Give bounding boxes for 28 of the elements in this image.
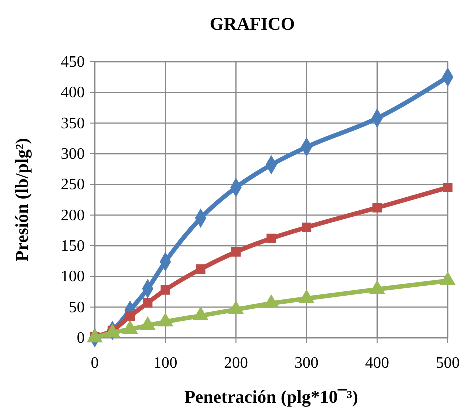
- y-axis-title: Presión (lb/plg²): [12, 138, 32, 262]
- x-tick-label: 0: [91, 355, 99, 372]
- point: [266, 234, 276, 244]
- x-tick-label: 200: [224, 355, 248, 372]
- y-tick-label: 250: [61, 176, 85, 194]
- x-tick-label: 500: [436, 355, 460, 372]
- point: [196, 264, 206, 274]
- y-tick-label: 400: [61, 84, 85, 102]
- point: [302, 222, 312, 232]
- point: [372, 203, 382, 213]
- x-tick-label: 100: [154, 355, 178, 372]
- y-tick-label: 0: [77, 330, 85, 347]
- y-tick-label: 100: [61, 268, 85, 286]
- x-tick-label: 300: [294, 355, 319, 372]
- x-tick-label: 400: [365, 355, 390, 372]
- point: [160, 285, 170, 295]
- chart-title: GRAFICO: [210, 14, 295, 34]
- y-tick-label: 350: [61, 115, 85, 132]
- y-tick-label: 450: [61, 54, 85, 71]
- point: [126, 312, 136, 322]
- point: [443, 182, 453, 192]
- y-tick-label: 300: [61, 146, 85, 163]
- y-tick-label: 200: [61, 207, 85, 224]
- point: [143, 298, 153, 308]
- point: [231, 247, 241, 257]
- y-tick-label: 150: [61, 238, 85, 255]
- x-axis-title: Penetración (plg*10¯³): [184, 387, 358, 407]
- y-tick-label: 50: [69, 299, 85, 316]
